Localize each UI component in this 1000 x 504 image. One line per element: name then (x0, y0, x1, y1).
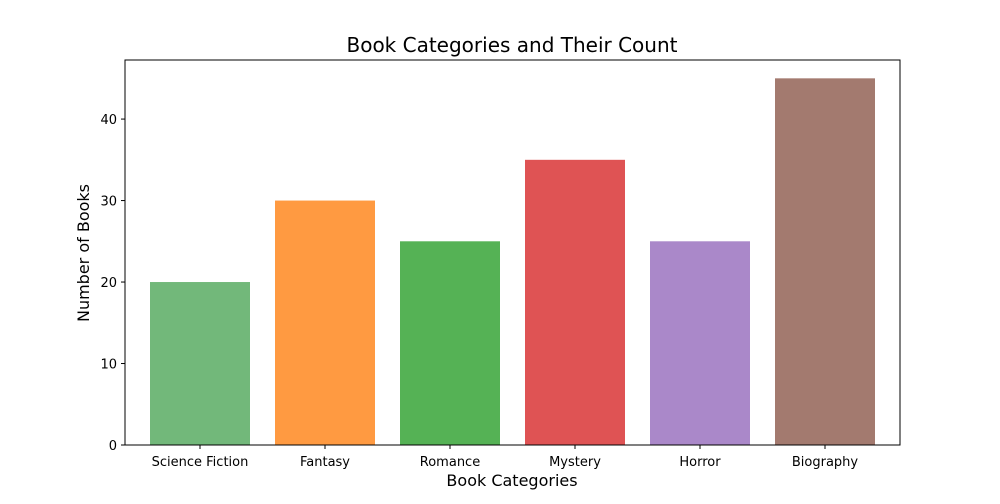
bar-science-fiction (150, 282, 250, 445)
y-tick-label: 20 (100, 276, 117, 291)
y-tick-label: 30 (100, 195, 117, 210)
x-axis-ticks: Science Fiction Fantasy Romance Mystery Horr… (152, 445, 859, 470)
bar-fantasy (275, 200, 375, 445)
x-tick-label: Romance (420, 455, 480, 470)
y-axis-label: Number of Books (74, 184, 93, 322)
y-tick-label: 0 (109, 439, 117, 454)
y-tick-label: 10 (100, 358, 117, 373)
bar-horror (650, 241, 750, 445)
y-tick-label: 40 (100, 113, 117, 128)
bars (150, 78, 875, 445)
x-tick-label: Mystery (549, 455, 601, 470)
y-axis-ticks: 0 10 20 30 40 (100, 113, 125, 454)
x-axis-label: Book Categories (446, 471, 577, 490)
bar-romance (400, 241, 500, 445)
x-tick-label: Science Fiction (152, 455, 249, 470)
chart-title: Book Categories and Their Count (346, 33, 677, 57)
x-tick-label: Biography (792, 455, 859, 470)
bar-mystery (525, 159, 625, 445)
x-tick-label: Fantasy (300, 455, 350, 470)
x-tick-label: Horror (679, 455, 721, 470)
bar-biography (775, 78, 875, 445)
plot-frame (124, 59, 901, 446)
